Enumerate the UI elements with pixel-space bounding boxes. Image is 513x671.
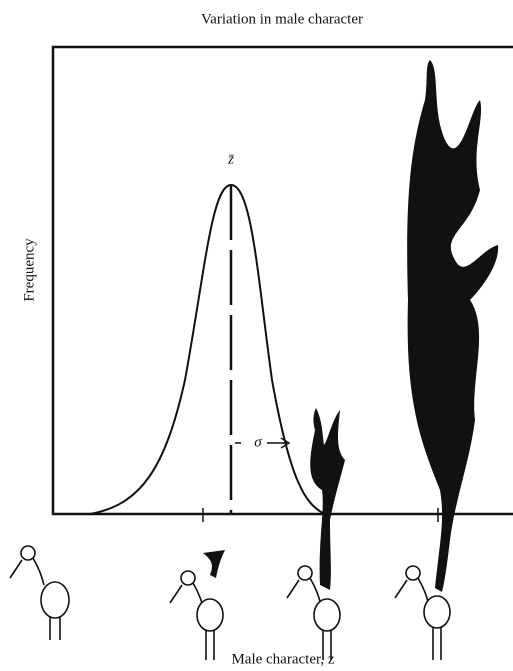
x-axis-label: Male character, z <box>231 651 334 667</box>
sd-arrowhead <box>280 437 291 449</box>
y-axis-label: Frequency <box>21 238 37 302</box>
mean-label: z̄ <box>227 151 234 167</box>
large-plume <box>407 60 499 592</box>
birds <box>9 545 451 660</box>
small-plume <box>203 550 225 578</box>
sd-label: σ <box>254 434 262 450</box>
plot-frame <box>51 45 513 516</box>
medium-plume <box>310 408 345 590</box>
distribution-curve <box>89 183 326 515</box>
title: Variation in male character <box>201 11 363 27</box>
